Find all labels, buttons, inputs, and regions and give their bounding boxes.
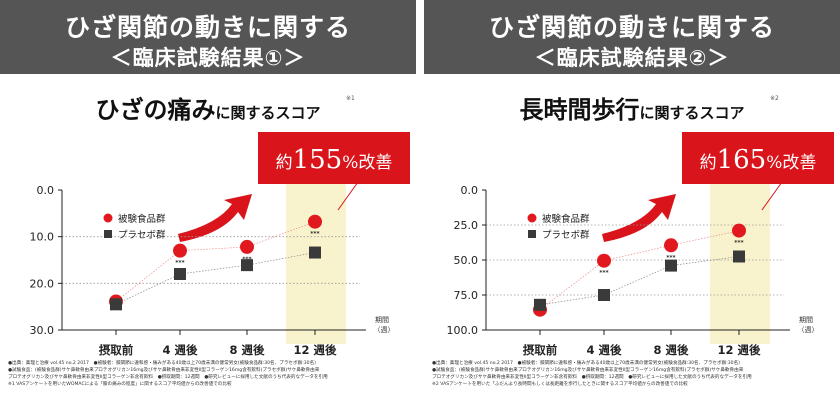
series-line <box>115 252 316 305</box>
series-line <box>539 230 740 310</box>
significance-mark: *** <box>734 240 744 247</box>
badge-text: 約165%改善 <box>700 145 817 175</box>
y-tick-label: 25.0 <box>454 219 479 232</box>
footnote-line: プロテオグリカン及びサケ鼻軟骨由来非変性II型コラーゲン非含有飲料 ●摂取期間：… <box>432 375 752 380</box>
badge-number: 165 <box>717 145 767 175</box>
trend-arrow <box>178 194 252 242</box>
trial-panel-1: ひざ関節の動きに関する ＜臨床試験結果①＞ ひざの痛みに関するスコア ※1 約155… <box>0 0 416 420</box>
series-line <box>539 256 740 306</box>
y-tick-label: 20.0 <box>30 277 55 290</box>
panel-header: ひざ関節の動きに関する ＜臨床試験結果②＞ <box>424 0 840 74</box>
y-tick-label: 100.0 <box>447 324 479 337</box>
panel-header: ひざ関節の動きに関する ＜臨床試験結果①＞ <box>0 0 416 74</box>
x-axis-unit: 期間 <box>799 316 813 324</box>
improvement-badge <box>258 132 410 184</box>
x-tick-label: 12 週後 <box>293 343 337 357</box>
legend-label: 被験食品群 <box>118 213 166 225</box>
footnote-line: ※2 VASアンケートを用いた「ふだんより長時間もしくは長距離を歩行したときに関… <box>432 382 688 387</box>
x-axis-unit: （週） <box>374 325 395 334</box>
x-tick-label: 8 週後 <box>229 343 265 357</box>
header-title: ひざ関節の動きに関する <box>488 13 775 42</box>
badge-text: 約155%改善 <box>276 145 393 175</box>
data-point-circle <box>664 238 678 253</box>
x-tick-label: 12 週後 <box>717 343 761 357</box>
header-title: ひざ関節の動きに関する <box>64 13 351 42</box>
footnote-line: ●出典：薬理と治療 vol.45 no.2 2017 ●被験者：膝関節に違和感・… <box>8 361 316 366</box>
data-point-square <box>110 298 122 311</box>
footnote-line: ●試験食品：(被験食品群)サケ鼻軟骨由来プロテオグリカン16mg及びサケ鼻軟骨由… <box>8 368 320 373</box>
title-note: ※1 <box>346 95 355 102</box>
x-axis-unit: （週） <box>798 325 819 334</box>
legend-label: プラセボ群 <box>542 229 590 241</box>
data-point-circle <box>732 223 746 238</box>
chart-title: ひざの痛みに関するスコア <box>95 96 320 124</box>
significance-mark: *** <box>666 254 676 261</box>
data-point-circle <box>308 214 322 229</box>
trial-panel-2: ひざ関節の動きに関する ＜臨床試験結果②＞ 長時間歩行に関するスコア ※2 約165… <box>424 0 840 420</box>
badge-leader-line <box>761 181 783 211</box>
data-point-square <box>733 250 745 263</box>
series-line <box>115 221 316 302</box>
badge-leader-line <box>337 181 359 211</box>
chart-title-main: 長時間歩行 <box>519 96 639 124</box>
y-tick-label: 30.0 <box>30 324 55 337</box>
footnote-line: ●試験食品：(被験食品群)サケ鼻軟骨由来プロテオグリカン16mg及びサケ鼻軟骨由… <box>432 368 744 373</box>
badge-number: 155 <box>293 145 343 175</box>
data-point-square <box>309 246 321 259</box>
y-tick-label: 10.0 <box>30 231 55 244</box>
badge-suffix: %改善 <box>766 153 816 173</box>
line-chart: 長時間歩行に関するスコア ※2 約165%改善 0.0 25.0 50.0 75.0 100.… <box>447 95 834 357</box>
footnote-line: ●出典：薬理と治療 vol.45 no.2 2017 ●被験者：膝関節に違和感・… <box>432 361 740 366</box>
legend-label: 被験食品群 <box>542 213 590 225</box>
y-tick-label: 0.0 <box>461 184 479 197</box>
chart-title-sub: に関するスコア <box>639 104 744 122</box>
data-point-square <box>241 259 253 272</box>
y-tick-label: 0.0 <box>37 184 55 197</box>
badge-prefix: 約 <box>700 153 717 173</box>
y-tick-label: 75.0 <box>454 289 479 302</box>
header-subtitle: ＜臨床試験結果②＞ <box>534 46 730 70</box>
improvement-badge <box>682 132 834 184</box>
badge-prefix: 約 <box>276 153 293 173</box>
x-tick-label: 8 週後 <box>653 343 689 357</box>
chart-title: 長時間歩行に関するスコア <box>519 96 744 124</box>
data-point-square <box>598 289 610 301</box>
legend-marker-square <box>528 230 536 238</box>
legend-marker-circle <box>527 213 537 223</box>
data-point-square <box>665 259 677 272</box>
significance-mark: *** <box>310 231 320 238</box>
x-axis-unit: 期間 <box>375 316 389 324</box>
y-tick-label: 50.0 <box>454 254 479 267</box>
x-tick-label: 4 週後 <box>162 343 198 357</box>
footnotes: ●出典：薬理と治療 vol.45 no.2 2017 ●被験者：膝関節に違和感・… <box>432 360 836 388</box>
data-point-circle <box>240 239 254 254</box>
data-point-square <box>174 268 186 280</box>
significance-mark: *** <box>175 260 185 267</box>
title-note: ※2 <box>770 95 779 102</box>
legend-label: プラセボ群 <box>118 229 166 241</box>
trend-arrow <box>602 194 676 242</box>
badge-suffix: %改善 <box>342 153 392 173</box>
footnotes: ●出典：薬理と治療 vol.45 no.2 2017 ●被験者：膝関節に違和感・… <box>8 360 412 388</box>
legend-marker-square <box>104 230 112 238</box>
data-point-square <box>534 298 546 311</box>
x-tick-label: 摂取前 <box>523 343 558 357</box>
x-tick-label: 4 週後 <box>586 343 622 357</box>
chart-title-main: ひざの痛み <box>95 96 215 124</box>
legend-marker-circle <box>103 213 113 223</box>
x-tick-label: 摂取前 <box>99 343 134 357</box>
panel-divider <box>416 0 424 420</box>
footnote-line: ※1 VASアンケートを用いたWOMACによる「膝の痛みの程度」に関するスコア平… <box>8 382 232 387</box>
line-chart: ひざの痛みに関するスコア ※1 約155%改善 0.0 10.0 20.0 30.0 摂取前 4… <box>30 95 410 357</box>
footnote-line: プロテオグリカン及びサケ鼻軟骨由来非変性II型コラーゲン非含有飲料 ●摂取期間：… <box>8 375 328 380</box>
data-point-circle <box>597 253 611 268</box>
chart-title-sub: に関するスコア <box>215 104 320 122</box>
data-point-circle <box>173 243 187 258</box>
significance-mark: *** <box>599 270 609 277</box>
header-subtitle: ＜臨床試験結果①＞ <box>110 46 306 70</box>
